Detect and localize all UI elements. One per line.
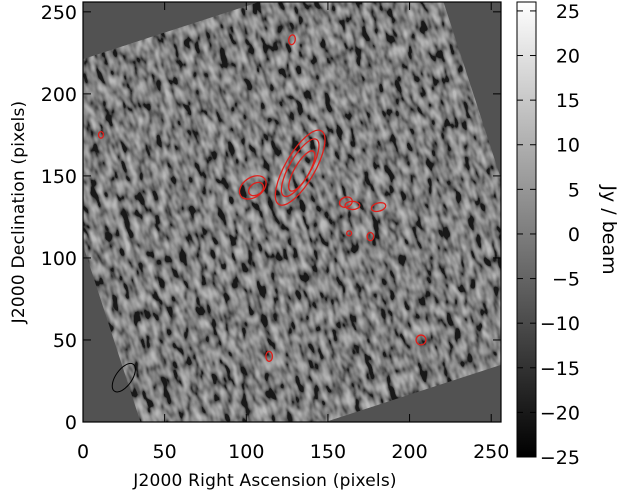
y-tick-label: 0 <box>65 412 77 434</box>
colorbar-tick-label: 20 <box>556 46 580 68</box>
colorbar-tick-label: 10 <box>556 135 580 157</box>
colorbar-tick-label: −25 <box>540 447 580 469</box>
y-tick-label: 100 <box>41 248 77 270</box>
y-tick-label: 150 <box>41 166 77 188</box>
x-tick-label: 100 <box>228 441 264 463</box>
contour-line <box>370 202 387 213</box>
colorbar-ticks: 25 20 15 10 5 0 −5 −10 −15 −20 −25 <box>517 1 580 469</box>
contour-line <box>274 129 326 206</box>
contour-line <box>288 150 316 192</box>
y-axis-title: J2000 Declination (pixels) <box>9 101 29 325</box>
colorbar-tick-label: 25 <box>556 1 580 23</box>
colorbar-tick-label: −10 <box>540 313 580 335</box>
contour-line <box>338 196 353 208</box>
contour-line <box>247 181 265 197</box>
y-tick-label: 50 <box>53 330 77 352</box>
x-axis: 0 50 100 150 200 250 <box>77 2 509 463</box>
contour-line <box>344 200 361 211</box>
x-tick-label: 150 <box>310 441 346 463</box>
y-tick-label: 200 <box>41 84 77 106</box>
x-axis-title: J2000 Right Ascension (pixels) <box>132 471 396 491</box>
beam-ellipse-layer <box>111 362 136 393</box>
contour-line <box>366 231 375 242</box>
contour-layer <box>97 34 427 362</box>
x-tick-label: 0 <box>77 441 89 463</box>
colorbar-tick-label: 5 <box>568 179 580 201</box>
contour-line <box>346 230 353 237</box>
plot-frame <box>82 1 502 423</box>
colorbar-tick-label: 15 <box>556 90 580 112</box>
colorbar: 25 20 15 10 5 0 −5 −10 −15 −20 −25 Jy / beam <box>516 1 620 469</box>
x-tick-label: 250 <box>473 441 509 463</box>
colorbar-title: Jy / beam <box>598 184 620 274</box>
colorbar-tick-label: 0 <box>568 224 580 246</box>
colorbar-tick-label: −15 <box>540 358 580 380</box>
beam-ellipse <box>111 362 136 393</box>
contour-line <box>238 175 267 200</box>
y-tick-label: 250 <box>41 2 77 24</box>
x-tick-label: 200 <box>391 441 427 463</box>
heatmap-image <box>83 2 501 422</box>
y-axis: 0 50 100 150 200 250 <box>41 2 501 434</box>
colorbar-gradient <box>516 1 537 458</box>
x-tick-label: 50 <box>153 441 177 463</box>
contour-line <box>288 34 296 46</box>
colorbar-tick-label: −20 <box>540 402 580 424</box>
colorbar-tick-label: −5 <box>552 269 580 291</box>
contour-line <box>265 350 274 362</box>
contour-line <box>97 130 105 139</box>
contour-line <box>415 334 427 346</box>
